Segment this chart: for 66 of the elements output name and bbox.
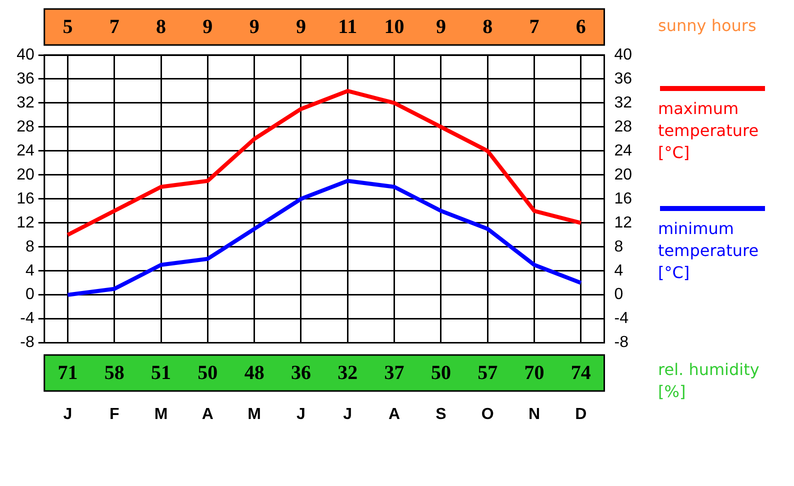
y2-tick-label: 32 — [614, 94, 632, 112]
y-tick-label: 4 — [25, 262, 34, 280]
y-tick-label: 8 — [25, 238, 34, 256]
x-tick-label: N — [528, 406, 540, 423]
y-tick-label: -8 — [20, 334, 34, 352]
data-label: 57 — [478, 362, 498, 384]
x-tick-label: D — [575, 406, 587, 423]
data-label: 5 — [62, 16, 73, 38]
y-tick-label: 28 — [16, 118, 34, 136]
text: minimum temperature [°C] — [658, 218, 760, 284]
y-tick-label: 16 — [16, 190, 34, 208]
x-tick-label: J — [343, 406, 352, 423]
data-label: 51 — [151, 362, 172, 384]
data-label: 36 — [290, 362, 311, 384]
data-label: 48 — [244, 362, 264, 384]
data-label: 50 — [198, 362, 218, 384]
y2-tick-label: 12 — [614, 214, 632, 232]
y2-tick-label: 28 — [614, 118, 632, 136]
x-tick-label: M — [248, 406, 261, 423]
data-label: 7 — [529, 16, 540, 38]
x-tick-label: A — [202, 406, 214, 423]
data-label: 58 — [104, 362, 124, 384]
data-label: 11 — [338, 16, 358, 38]
data-label: 6 — [576, 16, 586, 38]
data-label: 9 — [202, 16, 213, 38]
y2-tick-label: 16 — [614, 190, 632, 208]
data-label: 37 — [384, 362, 404, 384]
data-label: 8 — [482, 16, 493, 38]
text: maximum temperature [°C] — [658, 98, 760, 164]
x-tick-label: J — [296, 406, 306, 423]
y-tick-label: 40 — [16, 46, 34, 64]
text: sunny hours — [658, 15, 758, 37]
y-tick-label: 24 — [16, 142, 34, 160]
y-tick-label: 36 — [16, 70, 34, 88]
y2-tick-label: 8 — [614, 238, 624, 256]
x-tick-label: S — [436, 406, 447, 423]
x-tick-label: A — [388, 406, 401, 423]
y2-tick-label: -8 — [614, 334, 629, 352]
data-label: 32 — [338, 362, 358, 384]
y2-tick-label: 40 — [614, 46, 632, 64]
text: rel. humidity [%] — [658, 358, 760, 403]
x-tick-label: J — [63, 406, 72, 423]
y-tick-label: 32 — [16, 94, 34, 112]
data-label: 10 — [384, 16, 404, 38]
y2-tick-label: 0 — [614, 286, 624, 304]
y-tick-label: 0 — [25, 286, 34, 304]
y2-tick-label: 24 — [614, 142, 632, 160]
y2-tick-label: 36 — [614, 70, 632, 88]
data-label: 71 — [58, 362, 78, 384]
x-tick-label: O — [481, 406, 494, 423]
y2-tick-label: -4 — [614, 310, 629, 328]
data-label: 9 — [436, 16, 446, 38]
y-tick-label: -4 — [20, 310, 34, 328]
y-tick-label: 12 — [16, 214, 34, 232]
y2-tick-label: 4 — [614, 262, 624, 280]
data-label: 9 — [249, 16, 260, 38]
y2-tick-label: 20 — [614, 166, 632, 184]
y-tick-label: 20 — [16, 166, 34, 184]
data-label: 8 — [156, 16, 166, 38]
data-label: 9 — [296, 16, 306, 38]
x-tick-label: M — [154, 406, 168, 423]
data-label: 50 — [430, 362, 451, 384]
data-label: 7 — [109, 16, 120, 38]
data-label: 70 — [524, 362, 544, 384]
data-label: 74 — [570, 362, 591, 384]
x-tick-label: F — [109, 406, 120, 423]
